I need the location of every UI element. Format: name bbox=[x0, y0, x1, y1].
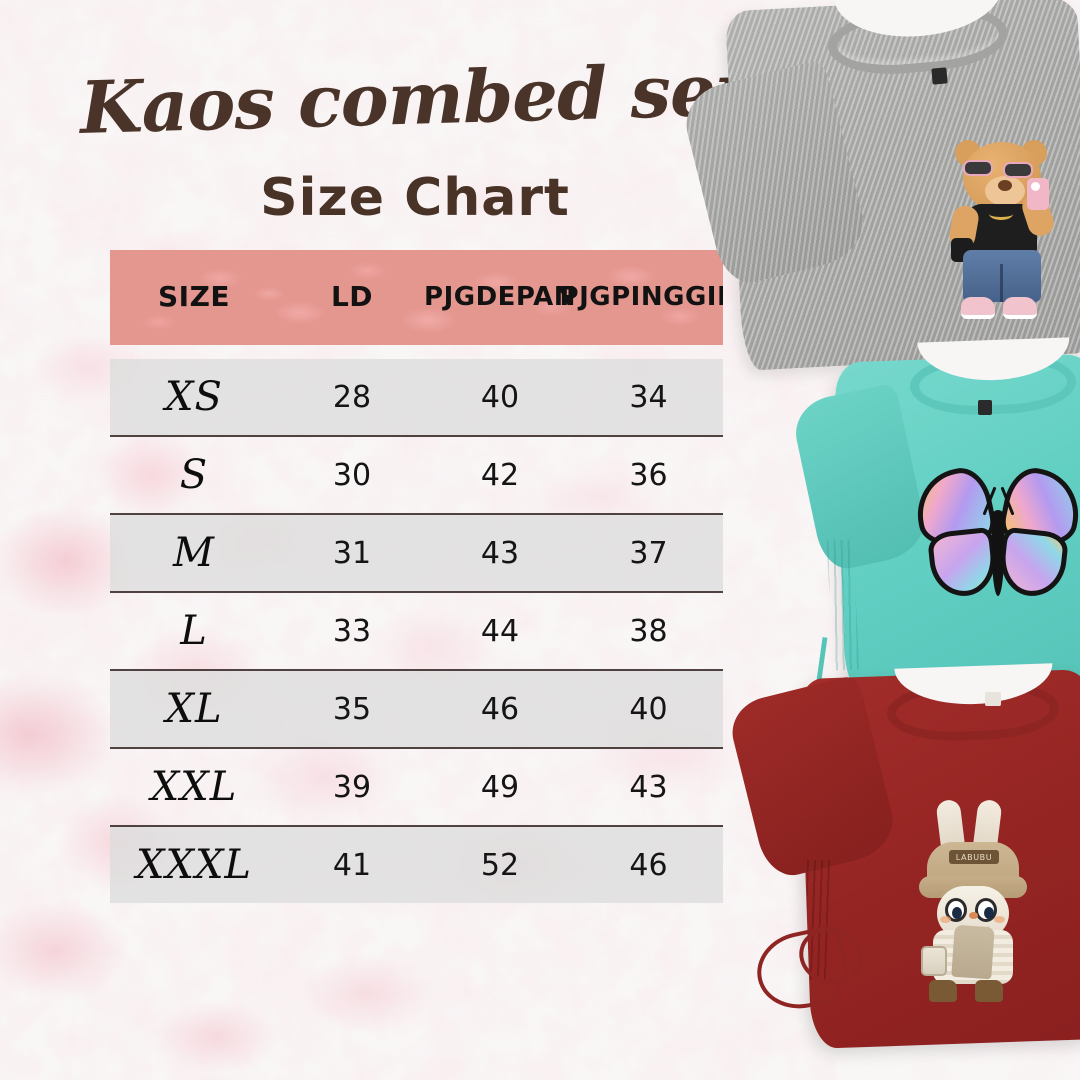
table-row: XXXL 41 52 46 bbox=[110, 827, 723, 903]
row-separator bbox=[110, 747, 723, 749]
butterfly-body-icon bbox=[992, 510, 1004, 596]
bear-phone-icon bbox=[1027, 178, 1049, 210]
column-header-pjg-pinggir-line2: PINGGIR bbox=[611, 282, 723, 313]
row-separator bbox=[110, 513, 723, 515]
column-header-pjg-pinggir-line1: PJG bbox=[559, 282, 612, 313]
cell-pjg-pinggir: 37 bbox=[629, 535, 668, 571]
bear-lens-left bbox=[963, 160, 993, 176]
teal-tee-size-tag bbox=[978, 400, 992, 415]
cell-pjg-depan: 44 bbox=[480, 613, 520, 649]
cell-ld: 33 bbox=[332, 613, 372, 649]
cell-ld: 28 bbox=[332, 379, 372, 415]
cell-size: XS bbox=[165, 374, 223, 420]
bear-shoe-right-icon bbox=[1003, 297, 1037, 319]
grey-tee-size-tag bbox=[931, 67, 948, 85]
labubu-boot-right-icon bbox=[975, 980, 1003, 1002]
labubu-cheek-right bbox=[994, 916, 1005, 923]
cell-pjg-pinggir: 46 bbox=[629, 847, 668, 883]
column-header-pjg-depan: PJG DEPAN bbox=[424, 250, 576, 345]
cell-pjg-depan: 40 bbox=[480, 379, 520, 415]
labubu-nose-icon bbox=[969, 912, 978, 919]
cell-pjg-depan: 43 bbox=[480, 535, 520, 571]
butterfly-lower-wing-left-icon bbox=[926, 526, 1000, 600]
cell-size: XXL bbox=[150, 764, 238, 810]
butterfly-lower-wing-right-icon bbox=[996, 526, 1070, 600]
cell-size: S bbox=[179, 452, 209, 498]
cell-pjg-pinggir: 36 bbox=[629, 457, 668, 493]
product-photo-teal-tee bbox=[789, 337, 1080, 734]
cell-pjg-depan: 46 bbox=[480, 691, 520, 727]
labubu-cheek-left bbox=[940, 916, 951, 923]
labubu-scarf-icon bbox=[951, 924, 995, 980]
cell-ld: 35 bbox=[332, 691, 372, 727]
table-row: XS 28 40 34 bbox=[110, 359, 723, 435]
product-photo-grey-tee bbox=[678, 0, 1080, 371]
size-chart-table: SIZE LD PJG DEPAN PJG PINGGIR XS 28 40 3… bbox=[110, 250, 723, 903]
page-title-script: Kaos combed serut bbox=[78, 43, 837, 150]
column-header-ld: LD bbox=[330, 280, 374, 314]
labubu-eye-right-icon bbox=[975, 898, 997, 922]
column-header-pjg-depan-line2: DEPAN bbox=[475, 282, 576, 313]
cell-pjg-depan: 42 bbox=[480, 457, 520, 493]
row-separator bbox=[110, 591, 723, 593]
table-row: L 33 44 38 bbox=[110, 593, 723, 669]
table-row: XL 35 46 40 bbox=[110, 671, 723, 747]
cell-pjg-pinggir: 34 bbox=[629, 379, 668, 415]
table-row: M 31 43 37 bbox=[110, 515, 723, 591]
bear-sunglasses-icon bbox=[961, 160, 1043, 178]
cell-pjg-depan: 49 bbox=[480, 769, 520, 805]
cell-ld: 30 bbox=[332, 457, 372, 493]
bear-shoe-left-icon bbox=[961, 297, 995, 319]
table-row: S 30 42 36 bbox=[110, 437, 723, 513]
bear-lens-right bbox=[1003, 162, 1033, 178]
product-photo-red-tee: LABUBU bbox=[725, 660, 1080, 1080]
cell-size: L bbox=[180, 608, 208, 654]
table-row: XXL 39 49 43 bbox=[110, 749, 723, 825]
row-separator bbox=[110, 669, 723, 671]
red-tee-size-tag bbox=[985, 692, 1001, 706]
header-spacer bbox=[110, 345, 723, 359]
red-tee-ruching bbox=[807, 860, 831, 980]
cell-size: M bbox=[173, 530, 215, 576]
labubu-graphic: LABUBU bbox=[913, 798, 1033, 1002]
bear-nose-icon bbox=[998, 180, 1012, 191]
page-title-subtitle: Size Chart bbox=[260, 168, 570, 228]
cell-ld: 31 bbox=[332, 535, 372, 571]
labubu-hat-label: LABUBU bbox=[949, 850, 999, 864]
labubu-eye-left-icon bbox=[945, 898, 967, 922]
column-header-pjg-depan-line1: PJG bbox=[424, 282, 476, 313]
cell-size: XXXL bbox=[136, 842, 252, 888]
labubu-pupil-left bbox=[952, 907, 962, 919]
cell-pjg-depan: 52 bbox=[480, 847, 520, 883]
bear-jeans-icon bbox=[963, 250, 1041, 302]
column-header-pjg-pinggir: PJG PINGGIR bbox=[560, 250, 723, 345]
cell-ld: 39 bbox=[332, 769, 372, 805]
column-header-size: SIZE bbox=[157, 280, 230, 314]
bear-necklace-icon bbox=[989, 208, 1013, 220]
cell-pjg-pinggir: 38 bbox=[629, 613, 668, 649]
labubu-bag-icon bbox=[921, 946, 947, 976]
row-separator bbox=[110, 435, 723, 437]
row-separator bbox=[110, 825, 723, 827]
cell-size: XL bbox=[165, 686, 223, 732]
cell-pjg-pinggir: 40 bbox=[629, 691, 668, 727]
labubu-face-icon bbox=[937, 886, 1009, 938]
labubu-boot-left-icon bbox=[929, 980, 957, 1002]
cell-pjg-pinggir: 43 bbox=[629, 769, 668, 805]
butterfly-graphic bbox=[908, 462, 1080, 610]
teddy-bear-graphic bbox=[945, 140, 1065, 332]
table-header-row: SIZE LD PJG DEPAN PJG PINGGIR bbox=[110, 250, 723, 345]
cell-ld: 41 bbox=[332, 847, 372, 883]
labubu-pupil-right bbox=[984, 907, 994, 919]
